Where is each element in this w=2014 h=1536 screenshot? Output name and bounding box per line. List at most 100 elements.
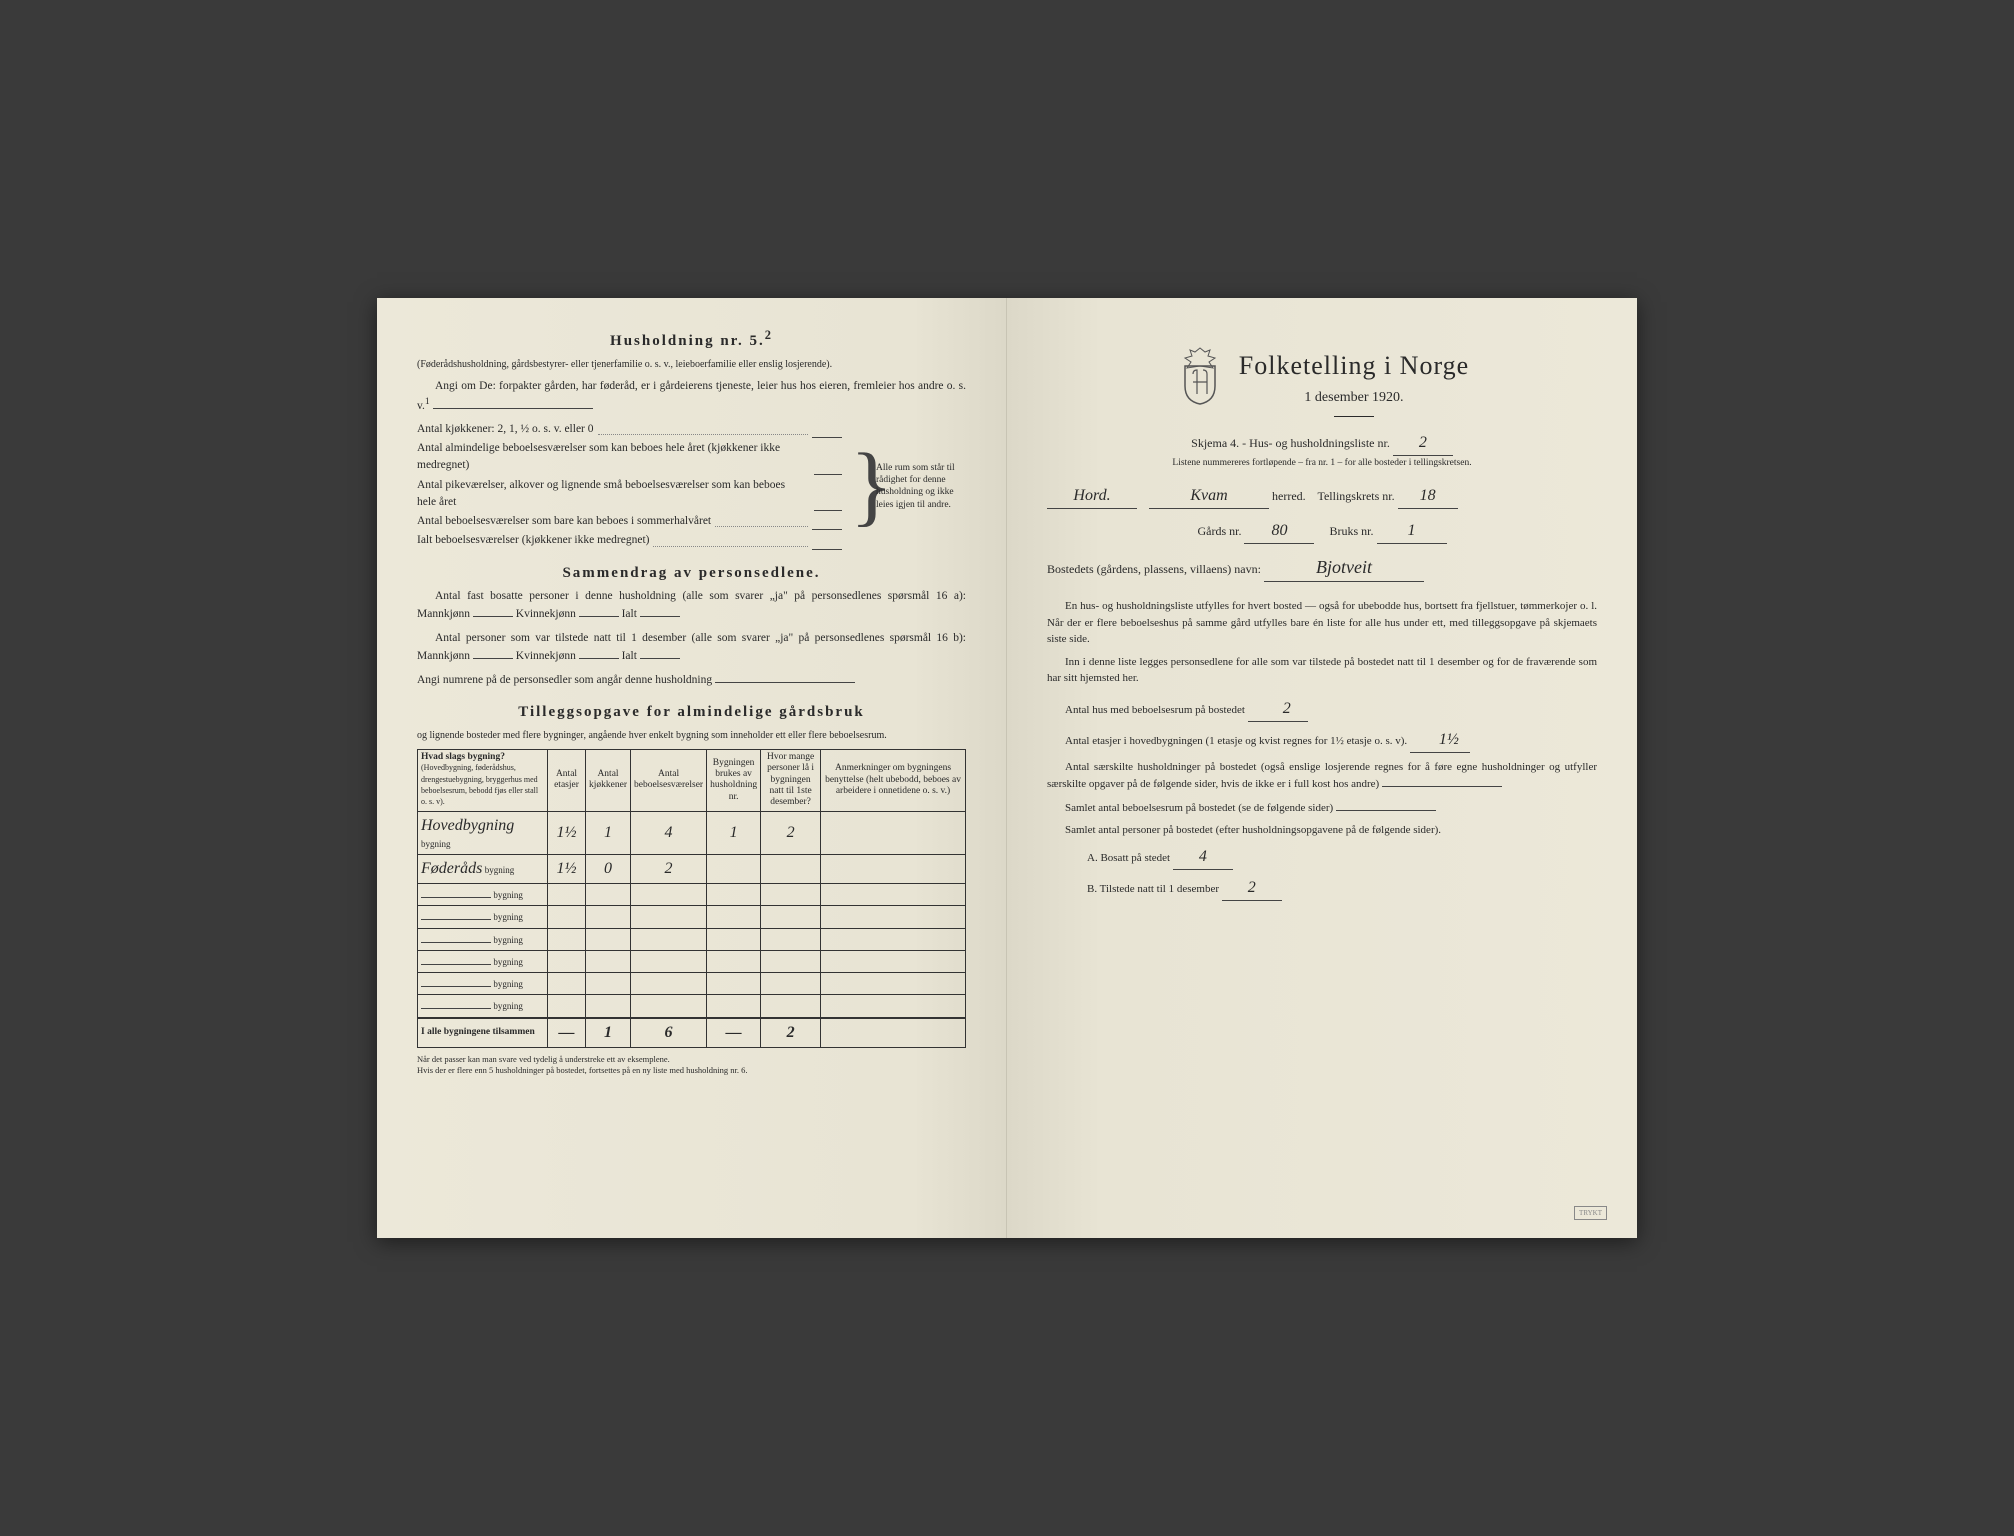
summary-p1b: Kvinnekjønn bbox=[516, 608, 576, 620]
bruks-label: Bruks nr. bbox=[1329, 524, 1373, 538]
summary-p1b2: Kvinnekjønn bbox=[516, 650, 576, 662]
h5-title-text: Husholdning nr. 5. bbox=[610, 333, 765, 349]
totals-label: I alle bygningene tilsammen bbox=[418, 1018, 548, 1048]
qA-val: 4 bbox=[1173, 845, 1233, 870]
kitchens-row: Antal kjøkkener: 2, 1, ½ o. s. v. eller … bbox=[417, 421, 842, 438]
cell-type: bygning bbox=[418, 928, 548, 950]
cell-remarks bbox=[821, 884, 966, 906]
th-rooms: Antal beboelsesværelser bbox=[630, 749, 706, 811]
rooms-c-row: Antal beboelsesværelser som bare kan beb… bbox=[417, 513, 842, 530]
cell-usedby bbox=[707, 928, 761, 950]
totals-usedby: — bbox=[707, 1018, 761, 1048]
buildings-table: Hvad slags bygning? (Hovedbygning, føder… bbox=[417, 749, 966, 1048]
cell-persons bbox=[761, 855, 821, 884]
herred-label: herred. bbox=[1272, 489, 1306, 503]
bosted-label: Bostedets (gårdens, plassens, villaens) … bbox=[1047, 562, 1261, 576]
footnote1: Når det passer kan man svare ved tydelig… bbox=[417, 1054, 966, 1076]
h5-p1: Angi om De: forpakter gården, har føderå… bbox=[417, 378, 966, 415]
cell-rooms: 2 bbox=[630, 855, 706, 884]
th-kitchens: Antal kjøkkener bbox=[586, 749, 631, 811]
h5-sup: 2 bbox=[765, 328, 773, 342]
q3: Antal særskilte husholdninger på bostede… bbox=[1047, 759, 1597, 793]
qA: A. Bosatt på stedet 4 bbox=[1087, 845, 1597, 870]
rooms-a-row: Antal almindelige beboelsesværelser som … bbox=[417, 440, 842, 475]
cell-remarks bbox=[821, 906, 966, 928]
cell-persons bbox=[761, 906, 821, 928]
schema-nr: 2 bbox=[1393, 431, 1453, 456]
cell-usedby bbox=[707, 973, 761, 995]
summary-angi: Angi numrene på de personsedler som angå… bbox=[417, 671, 966, 689]
right-page: Folketelling i Norge 1 desember 1920. Sk… bbox=[1007, 298, 1637, 1238]
cell-type: Hovedbygning bygning bbox=[418, 811, 548, 854]
q3-label: Antal særskilte husholdninger på bostede… bbox=[1047, 761, 1597, 791]
cell-rooms bbox=[630, 995, 706, 1018]
cell-usedby bbox=[707, 884, 761, 906]
cell-kitchens bbox=[586, 973, 631, 995]
cell-type: Føderåds bygning bbox=[418, 855, 548, 884]
cell-remarks bbox=[821, 855, 966, 884]
qA-label: A. Bosatt på stedet bbox=[1087, 852, 1170, 864]
coat-of-arms-icon bbox=[1175, 346, 1225, 406]
cell-rooms bbox=[630, 973, 706, 995]
cell-floors bbox=[548, 995, 586, 1018]
gards-nr: 80 bbox=[1244, 519, 1314, 544]
cell-rooms: 4 bbox=[630, 811, 706, 854]
th-persons: Hvor mange personer lå i bygningen natt … bbox=[761, 749, 821, 811]
gards-row: Gårds nr. 80 Bruks nr. 1 bbox=[1047, 519, 1597, 544]
rooms-c-label: Antal beboelsesværelser som bare kan beb… bbox=[417, 513, 711, 530]
lists-note: Listene nummereres fortløpende – fra nr.… bbox=[1047, 456, 1597, 470]
herred-row: Hord. Kvam herred. Tellingskrets nr. 18 bbox=[1047, 484, 1597, 509]
cell-usedby bbox=[707, 995, 761, 1018]
summary-angi-text: Angi numrene på de personsedler som angå… bbox=[417, 674, 712, 686]
kitchens-label: Antal kjøkkener: 2, 1, ½ o. s. v. eller … bbox=[417, 421, 594, 438]
bosted-row: Bostedets (gårdens, plassens, villaens) … bbox=[1047, 554, 1597, 582]
th-type-sub: (Hovedbygning, føderådshus, drengestueby… bbox=[421, 763, 538, 806]
cell-floors bbox=[548, 928, 586, 950]
cell-persons: 2 bbox=[761, 811, 821, 854]
title-block: Folketelling i Norge 1 desember 1920. bbox=[1047, 346, 1597, 423]
cell-type: bygning bbox=[418, 906, 548, 928]
q1-val: 2 bbox=[1248, 697, 1308, 722]
subtitle: 1 desember 1920. bbox=[1239, 387, 1469, 408]
rooms-total-label: Ialt beboelsesværelser (kjøkkener ikke m… bbox=[417, 532, 649, 549]
h5-subtitle: (Føderådshusholdning, gårdsbestyrer- ell… bbox=[417, 357, 966, 372]
cell-usedby: 1 bbox=[707, 811, 761, 854]
totals-rooms: 6 bbox=[630, 1018, 706, 1048]
rooms-b-label: Antal pikeværelser, alkover og lignende … bbox=[417, 477, 806, 512]
qB-label: B. Tilstede natt til 1 desember bbox=[1087, 883, 1219, 895]
cell-kitchens bbox=[586, 995, 631, 1018]
table-row: bygning bbox=[418, 928, 966, 950]
cell-kitchens bbox=[586, 906, 631, 928]
cell-rooms bbox=[630, 884, 706, 906]
th-floors: Antal etasjer bbox=[548, 749, 586, 811]
printer-stamp: TRYKT bbox=[1574, 1206, 1607, 1221]
rooms-b-row: Antal pikeværelser, alkover og lignende … bbox=[417, 477, 842, 512]
cell-persons bbox=[761, 995, 821, 1018]
th-usedby: Bygningen brukes av husholdning nr. bbox=[707, 749, 761, 811]
cell-floors: 1½ bbox=[548, 811, 586, 854]
table-row: Føderåds bygning1½02 bbox=[418, 855, 966, 884]
bosted-name: Bjotveit bbox=[1264, 554, 1424, 582]
cell-remarks bbox=[821, 973, 966, 995]
cell-floors bbox=[548, 973, 586, 995]
th-type: Hvad slags bygning? (Hovedbygning, føder… bbox=[418, 749, 548, 811]
schema-label: Skjema 4. - Hus- og husholdningsliste nr… bbox=[1191, 436, 1390, 450]
th-type-main: Hvad slags bygning? bbox=[421, 752, 505, 762]
rooms-block: Antal kjøkkener: 2, 1, ½ o. s. v. eller … bbox=[417, 421, 966, 552]
cell-floors bbox=[548, 950, 586, 972]
census-form-spread: Husholdning nr. 5.2 (Føderådshusholdning… bbox=[377, 298, 1637, 1238]
cell-kitchens: 0 bbox=[586, 855, 631, 884]
table-totals-row: I alle bygningene tilsammen—16—2 bbox=[418, 1018, 966, 1048]
cell-remarks bbox=[821, 950, 966, 972]
cell-floors bbox=[548, 906, 586, 928]
q1: Antal hus med beboelsesrum på bostedet 2 bbox=[1047, 697, 1597, 722]
p2: Inn i denne liste legges personsedlene f… bbox=[1047, 654, 1597, 687]
footnote1-text: Når det passer kan man svare ved tydelig… bbox=[417, 1054, 670, 1064]
qB: B. Tilstede natt til 1 desember 2 bbox=[1087, 876, 1597, 901]
q2: Antal etasjer i hovedbygningen (1 etasje… bbox=[1047, 728, 1597, 753]
th-remarks: Anmerkninger om bygningens benyttelse (h… bbox=[821, 749, 966, 811]
summary-p1c: Ialt bbox=[622, 608, 637, 620]
table-row: bygning bbox=[418, 884, 966, 906]
q4: Samlet antal beboelsesrum på bostedet (s… bbox=[1047, 799, 1597, 817]
table-row: Hovedbygning bygning1½1412 bbox=[418, 811, 966, 854]
